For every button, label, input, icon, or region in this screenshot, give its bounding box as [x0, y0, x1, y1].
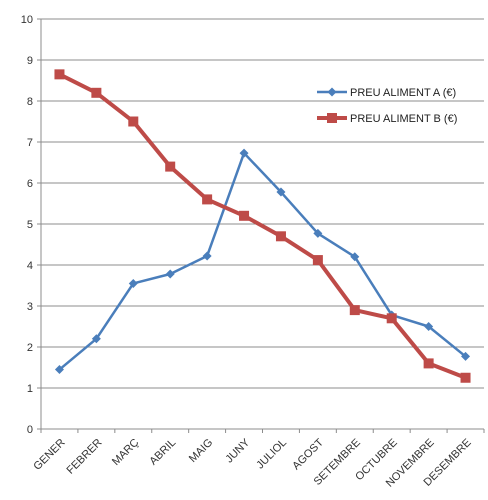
y-tick-labels: 0 1 2 3 4 5 6 7 8 9 10: [21, 14, 33, 436]
data-point: [349, 305, 360, 316]
data-point: [165, 161, 176, 172]
y-tick-label: 0: [27, 424, 33, 436]
data-point: [312, 255, 323, 266]
data-point: [350, 252, 360, 262]
data-point: [54, 69, 65, 80]
data-point: [386, 313, 397, 324]
legend-marker: [327, 87, 337, 97]
data-point: [91, 87, 102, 98]
y-tick-label: 6: [27, 178, 33, 190]
data-point: [276, 187, 286, 197]
data-point: [91, 334, 101, 344]
y-tick-label: 3: [27, 301, 33, 313]
data-point: [202, 194, 213, 205]
x-tick-label: JUNY: [223, 436, 252, 465]
x-tick-label: ABRIL: [147, 437, 178, 468]
y-tick-label: 4: [27, 260, 33, 272]
gridlines: [41, 18, 484, 389]
y-tick-label: 2: [27, 342, 33, 354]
data-point: [275, 231, 286, 242]
data-point: [128, 278, 138, 288]
x-tick-label: AGOST: [290, 436, 326, 472]
data-point: [313, 228, 323, 238]
data-point: [165, 269, 175, 279]
y-tick-label: 9: [27, 55, 33, 67]
data-point: [424, 322, 434, 331]
legend-entry: PREU ALIMENT B (€): [317, 113, 457, 125]
y-tick-label: 8: [27, 96, 33, 108]
x-tick-label: JULIOL: [254, 437, 289, 472]
data-point: [239, 210, 250, 221]
series-line: [58, 151, 467, 371]
x-tick-label: MAIG: [187, 437, 215, 465]
x-tick-label: GENER: [31, 437, 67, 473]
x-tick-label: FEBRER: [64, 437, 104, 477]
legend: PREU ALIMENT A (€) PREU ALIMENT B (€): [317, 87, 457, 125]
legend-entry: PREU ALIMENT A (€): [317, 87, 456, 99]
data-point: [202, 251, 212, 261]
series-group: [54, 69, 471, 383]
legend-label: PREU ALIMENT A (€): [350, 87, 456, 99]
series-b: [54, 69, 471, 383]
series-line: [58, 72, 467, 380]
legend-marker: [327, 113, 337, 123]
y-tick-label: 7: [27, 137, 33, 149]
y-tick-label: 10: [21, 14, 33, 26]
data-point: [239, 148, 249, 158]
data-point: [423, 358, 434, 369]
legend-label: PREU ALIMENT B (€): [350, 113, 457, 125]
series-a: [54, 148, 471, 375]
y-tick-label: 5: [27, 219, 33, 231]
x-tick-label: MARÇ: [110, 437, 141, 468]
data-point: [461, 351, 471, 361]
data-point: [460, 372, 471, 383]
data-point: [128, 116, 139, 127]
axes: [37, 18, 485, 433]
data-point: [54, 365, 64, 375]
y-tick-label: 1: [27, 383, 33, 395]
